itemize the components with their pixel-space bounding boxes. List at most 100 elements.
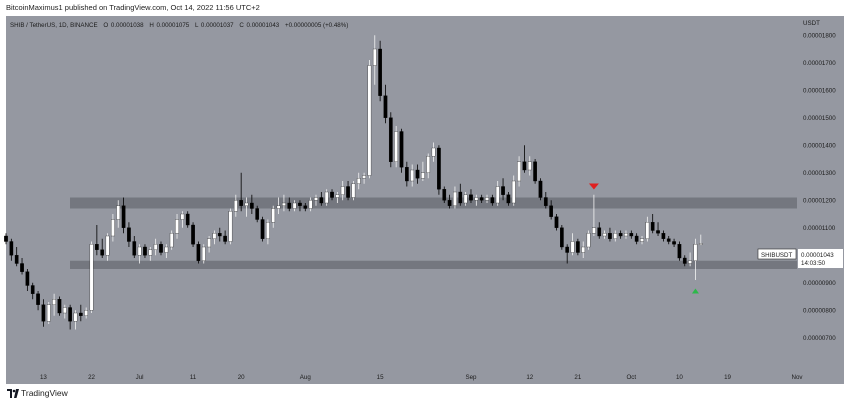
x-tick-label: Aug — [300, 374, 312, 381]
candle-body — [356, 178, 361, 184]
candle — [362, 172, 366, 184]
x-tick-label: 12 — [526, 374, 533, 381]
candle — [57, 296, 62, 316]
candle-body — [698, 243, 703, 245]
candle — [458, 183, 463, 206]
candle — [415, 164, 420, 184]
candle-body — [84, 310, 89, 316]
candle — [383, 84, 388, 124]
candle-body — [46, 304, 51, 322]
candle-body — [693, 244, 698, 261]
candle — [244, 197, 249, 217]
candle-body — [688, 260, 692, 264]
candle — [159, 241, 163, 256]
bearish-arrow — [588, 183, 599, 190]
candle-body — [346, 186, 350, 198]
candle — [597, 222, 602, 239]
candle-body — [431, 147, 436, 157]
frame-edge — [844, 16, 850, 384]
candle-body — [73, 312, 78, 322]
y-tick-label: 0.00001400 — [803, 142, 836, 149]
candle-body — [602, 233, 607, 237]
candle-body — [421, 172, 425, 179]
candle-body — [244, 202, 249, 206]
candle-body — [560, 227, 564, 248]
candle — [405, 161, 409, 187]
candle-body — [9, 241, 14, 256]
x-tick-label: 10 — [676, 374, 683, 381]
symbol-price-tag: SHIBUSDT 0.00001043 14:03:50 — [757, 248, 843, 268]
candle-body — [479, 197, 484, 201]
candle — [25, 269, 30, 291]
tradingview-logo-icon[interactable] — [7, 389, 19, 398]
candle — [592, 194, 596, 236]
candle — [672, 238, 676, 247]
candle-body — [399, 131, 404, 168]
candle — [506, 192, 511, 206]
candle — [169, 230, 174, 250]
candle — [618, 230, 623, 239]
y-tick-label: 0.00000700 — [803, 335, 836, 342]
candle — [372, 35, 377, 85]
candle — [201, 244, 206, 264]
candle-body — [217, 233, 222, 237]
candle-body — [586, 233, 591, 248]
candle — [554, 214, 559, 231]
candle — [613, 230, 618, 242]
legend-symbol: SHIB / TetherUS, 1D, BINANCE — [10, 22, 98, 29]
candle — [335, 192, 340, 203]
chart-pane[interactable] — [6, 16, 797, 368]
candle-body — [511, 180, 516, 204]
x-tick-label: 13 — [40, 374, 47, 381]
candle-body — [153, 244, 158, 250]
x-tick-label: Jul — [136, 374, 144, 381]
x-tick-label: 15 — [377, 374, 384, 381]
candle-body — [25, 271, 30, 286]
candle — [20, 258, 24, 275]
candle — [351, 181, 356, 201]
candle-body — [624, 233, 628, 237]
candle — [399, 128, 404, 173]
candle — [212, 230, 217, 245]
candle — [629, 230, 634, 239]
candle — [84, 307, 89, 319]
candle — [100, 238, 105, 258]
candle — [143, 244, 147, 258]
candle-body — [41, 304, 46, 322]
candle-body — [127, 227, 131, 242]
x-tick-label: Oct — [626, 374, 636, 381]
candle — [46, 302, 51, 324]
candle — [62, 304, 67, 319]
candle — [324, 189, 329, 206]
candle-body — [68, 307, 72, 322]
candle-body — [656, 230, 660, 234]
candle — [656, 222, 660, 236]
candle-body — [148, 249, 153, 256]
candle-body — [233, 200, 238, 212]
candle — [522, 145, 527, 173]
candle-body — [576, 241, 580, 253]
time-axis[interactable] — [6, 368, 797, 384]
candle — [645, 216, 650, 242]
candle — [68, 304, 72, 330]
candle — [228, 208, 233, 245]
candle — [688, 252, 692, 267]
candle-body — [410, 169, 415, 182]
candle — [111, 214, 115, 242]
candle-body — [672, 241, 676, 245]
candle-body — [474, 197, 479, 201]
candle — [410, 164, 415, 187]
candle-body — [608, 233, 612, 239]
candle-body — [169, 233, 174, 248]
candle-body — [132, 241, 137, 256]
candle-body — [4, 235, 8, 242]
candle-body — [538, 180, 543, 198]
candle-body — [239, 200, 243, 206]
x-tick-label: 22 — [88, 374, 95, 381]
candle-body — [228, 211, 233, 242]
candle — [693, 238, 698, 280]
candle-body — [463, 194, 468, 204]
tradingview-brand[interactable]: TradingView — [21, 388, 68, 398]
price-axis[interactable] — [797, 16, 844, 368]
